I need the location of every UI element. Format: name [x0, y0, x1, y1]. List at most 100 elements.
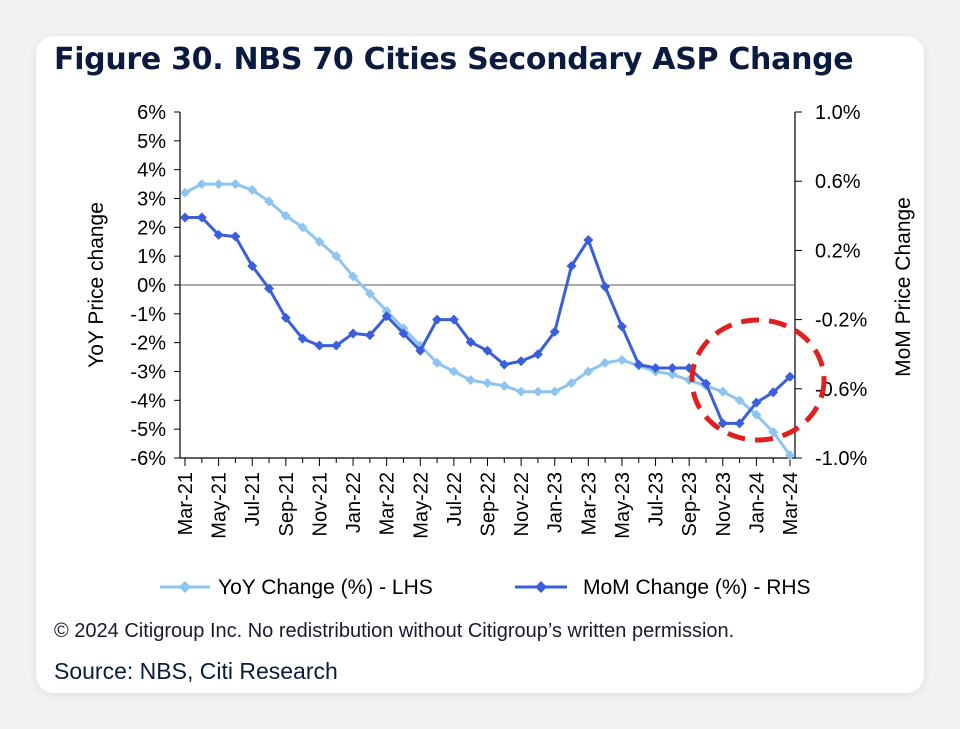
- mom-data-point: [717, 418, 728, 429]
- yoy-data-point: [247, 184, 258, 195]
- yoy-data-point: [314, 236, 325, 247]
- x-tick-label: Sep-22: [478, 472, 500, 537]
- mom-data-point: [516, 356, 527, 367]
- mom-data-point: [196, 212, 207, 223]
- y2-tick-label: 0.2%: [815, 240, 861, 262]
- x-tick-label: Mar-24: [780, 472, 802, 535]
- mom-data-point: [297, 333, 308, 344]
- mom-data-point: [230, 231, 241, 242]
- x-tick-label: Sep-21: [276, 472, 298, 537]
- y2-tick-label: -1.0%: [815, 448, 867, 470]
- legend-yoy-label: YoY Change (%) - LHS: [218, 576, 433, 599]
- mom-data-point: [448, 314, 459, 325]
- mom-data-point: [247, 260, 258, 271]
- y-tick-label: -4%: [130, 390, 166, 412]
- yoy-data-point: [297, 222, 308, 233]
- mom-data-point: [583, 235, 594, 246]
- mom-data-point: [264, 283, 275, 294]
- mom-data-point: [667, 363, 678, 374]
- y-tick-label: -2%: [130, 333, 166, 355]
- yoy-data-point: [482, 378, 493, 389]
- mom-data-point: [180, 212, 190, 223]
- mom-data-point: [465, 337, 476, 348]
- y-tick-label: 5%: [137, 131, 166, 153]
- mom-data-point: [348, 328, 359, 339]
- yoy-data-point: [566, 378, 577, 389]
- x-tick-label: May-23: [612, 472, 634, 539]
- yoy-data-point: [616, 354, 627, 365]
- x-tick-label: Mar-21: [175, 472, 197, 535]
- chart-title: Figure 30. NBS 70 Cities Secondary ASP C…: [54, 42, 854, 77]
- yoy-data-point: [331, 251, 342, 262]
- yoy-data-point: [549, 386, 560, 397]
- yoy-data-point: [280, 210, 291, 221]
- mom-data-point: [213, 229, 224, 240]
- mom-data-point: [482, 345, 493, 356]
- legend-mom-marker: [535, 581, 547, 593]
- yoy-series-line: [184, 182, 792, 456]
- yoy-data-point: [667, 369, 678, 380]
- mom-data-point: [314, 340, 325, 351]
- y2-tick-label: -0.2%: [815, 310, 867, 332]
- mom-data-point: [415, 345, 426, 356]
- mom-data-point: [280, 312, 291, 323]
- mom-data-point: [650, 363, 661, 374]
- yoy-data-point: [196, 179, 207, 190]
- x-tick-label: Jul-23: [646, 472, 668, 526]
- yoy-data-point: [499, 380, 510, 391]
- y-tick-label: -6%: [130, 448, 166, 470]
- yoy-data-point: [751, 409, 762, 420]
- mom-data-point: [432, 314, 443, 325]
- x-tick-label: Jan-23: [545, 472, 567, 533]
- yoy-data-point: [785, 450, 795, 461]
- mom-data-point: [566, 260, 577, 271]
- yoy-data-point: [600, 357, 611, 368]
- yoy-data-point: [264, 196, 275, 207]
- mom-data-point: [700, 378, 711, 389]
- y-tick-label: 6%: [137, 102, 166, 124]
- yoy-data-point: [180, 187, 190, 198]
- yoy-data-point: [734, 395, 745, 406]
- x-tick-label: Sep-23: [679, 472, 701, 537]
- y-tick-label: -5%: [130, 419, 166, 441]
- mom-data-point: [381, 311, 392, 322]
- copyright-notice: © 2024 Citigroup Inc. No redistribution …: [54, 620, 735, 642]
- mom-data-point: [734, 418, 745, 429]
- x-tick-label: May-21: [209, 472, 231, 539]
- y-tick-label: 3%: [137, 189, 166, 211]
- chart-legend: YoY Change (%) - LHS MoM Change (%) - RHS: [160, 576, 811, 599]
- yoy-data-point: [532, 386, 543, 397]
- yoy-data-point: [583, 366, 594, 377]
- highlight-circle: [689, 317, 827, 443]
- mom-data-point: [499, 359, 510, 370]
- x-tick-label: Nov-21: [309, 472, 331, 536]
- legend-mom-label: MoM Change (%) - RHS: [583, 576, 811, 599]
- legend-yoy-marker: [179, 581, 191, 593]
- chart-axes: 6% 5% 4% 3% 2% 1% 0% -1% -2% -3% -4% -5% -6% 1.0% 0.6%…: [85, 102, 915, 539]
- yoy-data-point: [717, 386, 728, 397]
- chart-series: [180, 179, 827, 461]
- x-tick-label: Jul-21: [242, 472, 264, 526]
- mom-data-point: [633, 359, 644, 370]
- source-note: Source: NBS, Citi Research: [54, 658, 338, 684]
- yoy-data-point: [213, 179, 224, 190]
- y-tick-label: 2%: [137, 217, 166, 239]
- mom-data-point: [331, 340, 342, 351]
- x-tick-label: Mar-22: [377, 472, 399, 535]
- y-tick-label: 0%: [137, 275, 166, 297]
- mom-data-point: [532, 349, 543, 360]
- yoy-data-point: [364, 288, 375, 299]
- y-tick-label: -3%: [130, 362, 166, 384]
- y2-tick-label: 1.0%: [815, 102, 861, 124]
- yoy-data-point: [230, 179, 241, 190]
- x-tick-label: Nov-23: [713, 472, 735, 536]
- yoy-data-point: [516, 386, 527, 397]
- mom-data-point: [616, 321, 627, 332]
- yoy-data-point: [348, 271, 359, 282]
- x-tick-label: Jul-22: [444, 472, 466, 526]
- x-tick-label: May-22: [410, 472, 432, 539]
- yoy-data-point: [381, 305, 392, 316]
- mom-data-point: [751, 397, 762, 408]
- mom-data-point: [768, 387, 779, 398]
